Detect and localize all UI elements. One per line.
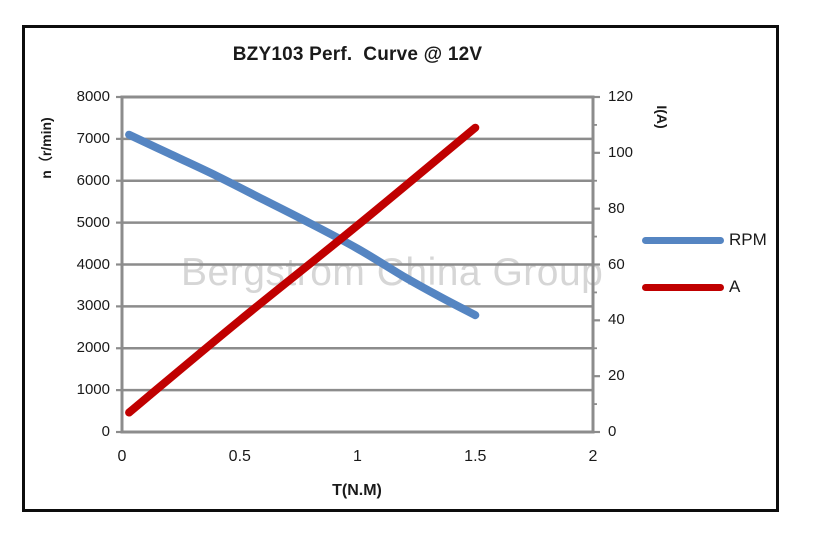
x-tick-label: 2 <box>588 448 598 465</box>
plot-area <box>116 95 600 434</box>
x-tick-label: 1 <box>353 448 362 465</box>
y-left-tick-label: 1000 <box>76 381 110 399</box>
y-left-tick-label: 8000 <box>76 88 110 105</box>
legend-a-label: A <box>729 277 741 296</box>
x-tick-label: 0 <box>117 448 127 465</box>
series-line-rpm <box>125 130 480 320</box>
y-right-tick-label: 60 <box>608 255 625 273</box>
y-right-tick-label: 100 <box>608 143 634 161</box>
y-right-tick-label: 20 <box>608 367 625 385</box>
y-left-tick-label: 5000 <box>76 213 110 231</box>
legend-a-line-swatch <box>642 284 724 291</box>
legend-rpm-label: RPM <box>729 230 767 249</box>
y-left-tick-label: 7000 <box>76 129 110 147</box>
y-right-tick-label: 120 <box>608 88 634 105</box>
y-axis-left-title: n（r/min) <box>38 117 54 179</box>
legend-rpm-line-swatch <box>642 237 724 244</box>
y-right-tick-label: 40 <box>608 311 625 329</box>
x-tick-label: 1.5 <box>464 448 487 465</box>
x-tick-label: 0.5 <box>228 448 251 465</box>
y-axis-right-title: I(A) <box>654 105 670 129</box>
y-right-tick-label: 0 <box>608 423 617 440</box>
y-left-tick-label: 4000 <box>76 255 110 273</box>
y-left-tick-label: 0 <box>101 423 110 440</box>
x-axis-title: T(N.M) <box>332 482 382 499</box>
y-left-tick-label: 3000 <box>76 297 110 315</box>
y-right-tick-label: 80 <box>608 199 625 217</box>
y-left-tick-label: 2000 <box>76 339 110 357</box>
y-left-tick-label: 6000 <box>76 171 110 189</box>
chart-title: BZY103 Perf. Curve @ 12V <box>232 44 483 65</box>
plot-border <box>120 95 595 434</box>
series-line-a <box>125 123 480 417</box>
